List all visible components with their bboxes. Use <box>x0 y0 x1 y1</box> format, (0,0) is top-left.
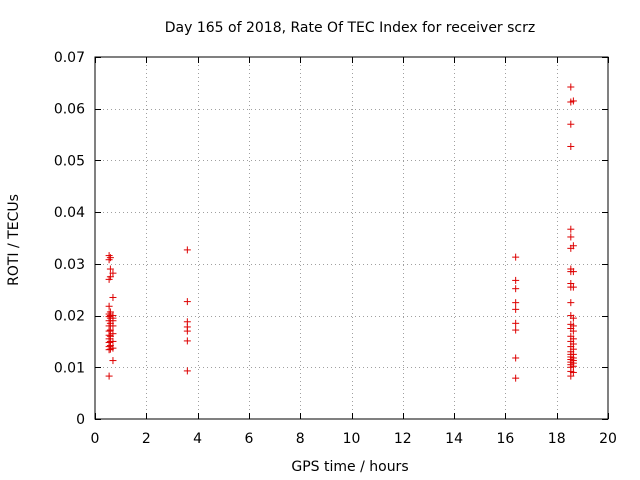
data-point <box>105 372 113 380</box>
data-point <box>512 326 520 334</box>
data-point <box>183 367 191 375</box>
data-point <box>569 314 577 322</box>
data-point <box>567 225 575 233</box>
data-point <box>512 354 520 362</box>
data-point <box>109 337 117 345</box>
x-tick-label: 0 <box>91 431 100 447</box>
y-tick-label: 0.07 <box>54 50 85 66</box>
data-point <box>183 298 191 306</box>
x-tick-label: 16 <box>496 431 514 447</box>
x-tick-label: 18 <box>548 431 566 447</box>
data-point <box>569 268 577 276</box>
data-point <box>512 285 520 293</box>
chart-title: Day 165 of 2018, Rate Of TEC Index for r… <box>165 20 535 36</box>
data-point <box>109 330 117 338</box>
data-point <box>106 273 114 281</box>
data-points <box>105 83 577 382</box>
data-point <box>183 246 191 254</box>
data-point <box>106 308 114 316</box>
x-tick-label: 14 <box>445 431 463 447</box>
x-tick-label: 12 <box>394 431 412 447</box>
y-tick-label: 0.03 <box>54 257 85 273</box>
y-tick-label: 0.04 <box>54 205 85 221</box>
x-tick-label: 10 <box>343 431 361 447</box>
data-point <box>567 142 575 150</box>
data-point <box>106 265 114 273</box>
y-tick-label: 0.05 <box>54 153 85 169</box>
data-point <box>109 357 117 365</box>
data-point <box>183 337 191 345</box>
data-point <box>106 254 114 262</box>
data-point <box>512 374 520 382</box>
x-tick-label: 6 <box>244 431 253 447</box>
data-point <box>183 318 191 326</box>
data-point <box>109 344 117 352</box>
data-point <box>109 312 117 320</box>
data-point <box>569 97 577 105</box>
x-tick-label: 8 <box>296 431 305 447</box>
data-point <box>512 299 520 307</box>
y-tick-label: 0 <box>76 412 85 428</box>
x-tick-label: 4 <box>193 431 202 447</box>
plot-frame <box>94 56 609 420</box>
data-point <box>567 120 575 128</box>
data-point <box>512 305 520 313</box>
x-tick-label: 2 <box>142 431 151 447</box>
data-point <box>567 233 575 241</box>
y-tick-label: 0.06 <box>54 102 85 118</box>
axis-ticks: 0 2 4 6 8 10 12 14 16 18 20 0 0.01 0.02 0.03 0.04 0.05 0.… <box>54 50 617 447</box>
data-point <box>109 293 117 301</box>
data-point <box>569 368 577 376</box>
y-tick-label: 0.02 <box>54 309 85 325</box>
y-tick-label: 0.01 <box>54 360 85 376</box>
data-point <box>512 253 520 261</box>
data-point <box>105 302 113 310</box>
grid-lines <box>95 57 608 419</box>
data-point <box>567 280 575 288</box>
x-axis-label: GPS time / hours <box>291 459 408 475</box>
data-point <box>569 322 577 330</box>
data-point <box>512 276 520 284</box>
data-point <box>569 335 577 343</box>
data-point <box>569 242 577 250</box>
data-point <box>569 283 577 291</box>
data-point <box>106 326 114 334</box>
data-point <box>109 269 117 277</box>
x-tick-label: 20 <box>599 431 617 447</box>
y-axis-label: ROTI / TECUs <box>6 194 22 286</box>
data-point <box>512 319 520 327</box>
data-point <box>567 299 575 307</box>
data-point <box>567 83 575 91</box>
